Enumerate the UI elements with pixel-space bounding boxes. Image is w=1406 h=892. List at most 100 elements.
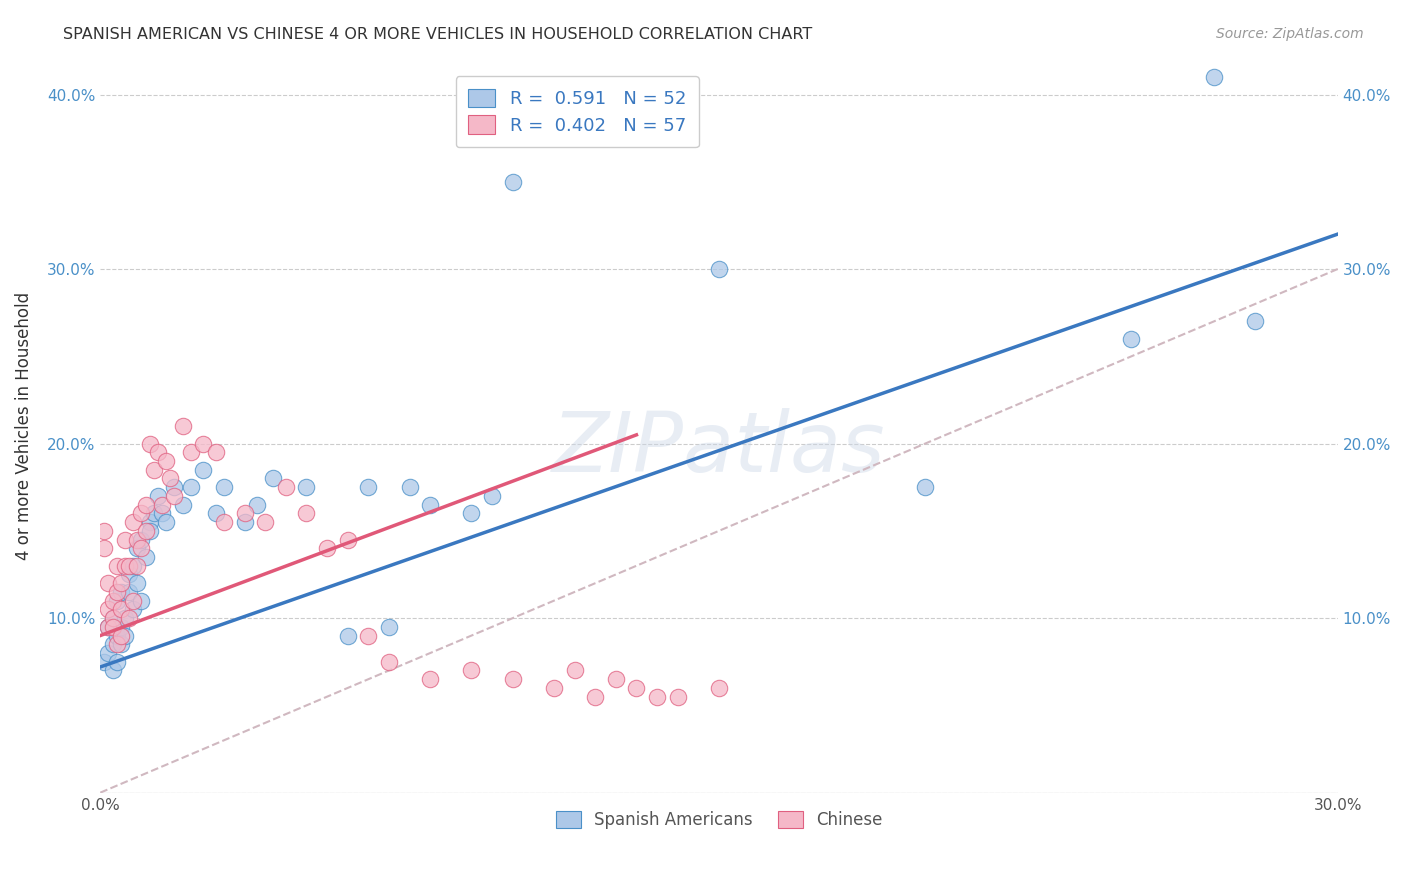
Point [481, 489, 503, 503]
Point [105, 655, 128, 669]
Point [1244, 314, 1267, 328]
Point [105, 558, 128, 573]
Point [246, 498, 269, 512]
Point [460, 507, 482, 521]
Point [502, 672, 524, 686]
Text: SPANISH AMERICAN VS CHINESE 4 OR MORE VEHICLES IN HOUSEHOLD CORRELATION CHART: SPANISH AMERICAN VS CHINESE 4 OR MORE VE… [63, 27, 813, 42]
Point [163, 480, 186, 494]
Point [155, 515, 177, 529]
Point [101, 664, 124, 678]
Point [155, 454, 177, 468]
Point [357, 629, 380, 643]
Point [97, 602, 120, 616]
Point [139, 515, 162, 529]
Point [645, 690, 668, 704]
Point [204, 507, 226, 521]
Point [233, 515, 256, 529]
Y-axis label: 4 or more Vehicles in Household: 4 or more Vehicles in Household [15, 292, 32, 560]
Point [263, 471, 285, 485]
Point [398, 480, 420, 494]
Point [139, 524, 162, 538]
Point [114, 558, 136, 573]
Point [357, 480, 380, 494]
Point [110, 637, 132, 651]
Point [150, 507, 173, 521]
Legend: Spanish Americans, Chinese: Spanish Americans, Chinese [548, 804, 889, 836]
Point [118, 585, 141, 599]
Point [605, 672, 627, 686]
Point [101, 611, 124, 625]
Point [139, 436, 162, 450]
Point [105, 593, 128, 607]
Point [127, 558, 149, 573]
Point [118, 567, 141, 582]
Text: ZIPatlas: ZIPatlas [553, 408, 886, 489]
Point [127, 541, 149, 556]
Point [172, 498, 194, 512]
Point [110, 576, 132, 591]
Point [101, 620, 124, 634]
Point [105, 629, 128, 643]
Point [110, 602, 132, 616]
Point [419, 672, 441, 686]
Point [97, 646, 120, 660]
Point [127, 576, 149, 591]
Point [131, 541, 153, 556]
Text: Source: ZipAtlas.com: Source: ZipAtlas.com [1216, 27, 1364, 41]
Point [122, 515, 145, 529]
Point [172, 419, 194, 434]
Point [163, 489, 186, 503]
Point [254, 515, 277, 529]
Point [146, 445, 169, 459]
Point [97, 576, 120, 591]
Point [316, 541, 339, 556]
Point [193, 436, 215, 450]
Point [110, 629, 132, 643]
Point [295, 507, 318, 521]
Point [543, 681, 565, 695]
Point [110, 620, 132, 634]
Point [336, 629, 359, 643]
Point [1121, 332, 1143, 346]
Point [105, 585, 128, 599]
Point [131, 507, 153, 521]
Point [564, 664, 586, 678]
Point [146, 489, 169, 503]
Point [336, 533, 359, 547]
Point [118, 611, 141, 625]
Point [204, 445, 226, 459]
Point [101, 611, 124, 625]
Point [131, 593, 153, 607]
Point [666, 690, 689, 704]
Point [118, 558, 141, 573]
Point [93, 524, 115, 538]
Point [97, 620, 120, 634]
Point [914, 480, 936, 494]
Point [142, 507, 165, 521]
Point [135, 498, 157, 512]
Point [114, 611, 136, 625]
Point [1202, 70, 1225, 84]
Point [583, 690, 606, 704]
Point [122, 558, 145, 573]
Point [378, 620, 401, 634]
Point [295, 480, 318, 494]
Point [626, 681, 648, 695]
Point [212, 480, 235, 494]
Point [114, 533, 136, 547]
Point [142, 463, 165, 477]
Point [101, 593, 124, 607]
Point [707, 681, 730, 695]
Point [97, 620, 120, 634]
Point [101, 637, 124, 651]
Point [135, 549, 157, 564]
Point [378, 655, 401, 669]
Point [122, 593, 145, 607]
Point [419, 498, 441, 512]
Point [180, 445, 202, 459]
Point [93, 655, 115, 669]
Point [150, 498, 173, 512]
Point [93, 541, 115, 556]
Point [274, 480, 297, 494]
Point [159, 471, 181, 485]
